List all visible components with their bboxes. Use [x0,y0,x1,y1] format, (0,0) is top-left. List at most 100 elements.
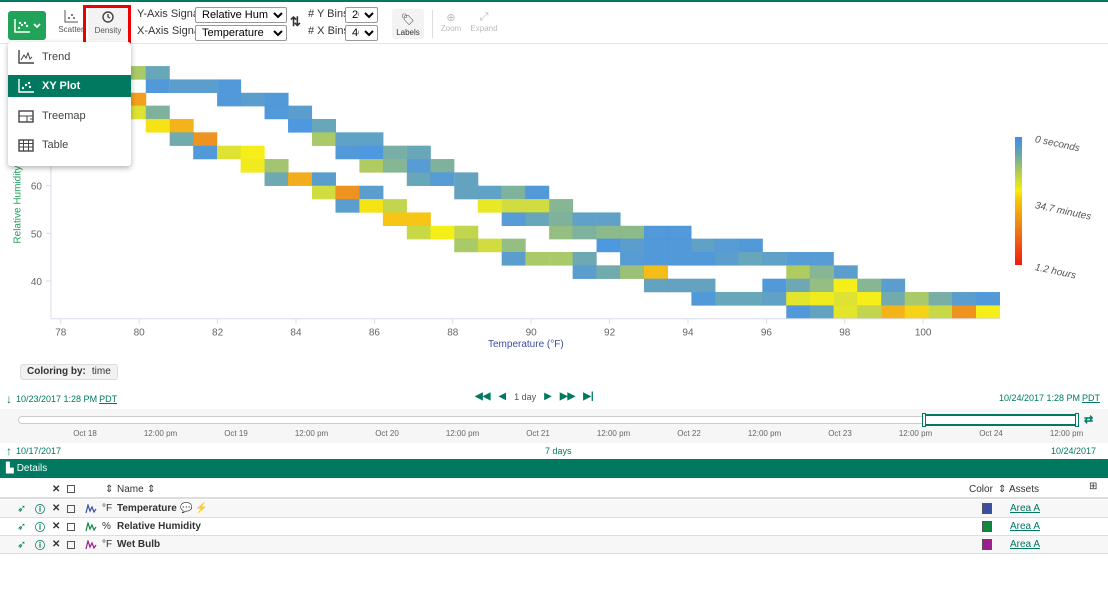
menu-item-trend[interactable]: Trend [8,46,131,68]
heatmap-cell[interactable] [406,145,431,160]
heatmap-cell[interactable] [691,238,716,253]
heatmap-cell[interactable] [691,251,716,266]
heatmap-cell[interactable] [193,132,218,146]
heatmap-cell[interactable] [833,265,858,279]
heatmap-cell[interactable] [169,118,194,133]
heatmap-cell[interactable] [335,185,360,200]
heatmap-cell[interactable] [952,292,977,306]
heatmap-cell[interactable] [335,199,360,213]
heatmap-cell[interactable] [217,145,242,160]
heatmap-cell[interactable] [975,305,1001,319]
color-swatch[interactable] [982,503,992,514]
investigate-duration[interactable]: 7 days [545,446,572,456]
heatmap-cell[interactable] [667,238,692,253]
heatmap-cell[interactable] [169,79,194,94]
heatmap-cell[interactable] [311,172,336,186]
comment-icon[interactable]: 💬 [180,503,193,514]
heatmap-cell[interactable] [643,225,668,240]
heatmap-cell[interactable] [714,251,739,266]
heatmap-cell[interactable] [952,305,977,319]
step-forward-full-icon[interactable]: ▶▶ [559,391,576,402]
timeline-track[interactable] [18,416,1078,424]
info-icon[interactable]: ⓘ [35,523,45,534]
heatmap-cell[interactable] [809,292,834,306]
heatmap-cell[interactable] [857,305,882,319]
remove-icon[interactable]: ✕ [52,503,61,514]
column-color[interactable]: Color [969,484,993,495]
heatmap-cell[interactable] [833,305,858,319]
row-checkbox[interactable] [67,540,75,549]
heatmap-cell[interactable] [762,278,787,293]
heatmap-cell[interactable] [288,172,313,186]
heatmap-cell[interactable] [406,225,431,240]
select-all-checkbox[interactable] [67,485,75,493]
heatmap-cell[interactable] [549,251,574,266]
timezone-link[interactable]: PDT [1082,393,1100,403]
heatmap-cell[interactable] [809,265,834,279]
density-heatmap-chart[interactable]: 78 80 82 84 86 88 90 92 94 96 98 100 40 50 60 [0,44,1108,356]
sort-icon[interactable]: ⇕ [998,484,1007,495]
heatmap-cell[interactable] [928,292,953,306]
heatmap-cell[interactable] [477,238,502,253]
step-back-icon[interactable]: ◀ [498,391,507,402]
asset-link[interactable]: Area A [1010,539,1041,550]
row-checkbox[interactable] [67,504,75,513]
heatmap-cell[interactable] [525,212,550,227]
heatmap-cell[interactable] [454,172,479,186]
heatmap-cell[interactable] [572,225,597,240]
heatmap-cell[interactable] [501,251,526,266]
heatmap-cell[interactable] [477,199,502,213]
heatmap-cell[interactable] [193,79,218,94]
heatmap-cell[interactable] [809,278,834,293]
heatmap-cell[interactable] [572,212,597,227]
heatmap-cell[interactable] [406,172,431,186]
heatmap-cell[interactable] [145,66,170,80]
heatmap-cell[interactable] [454,225,479,240]
heatmap-cell[interactable] [169,132,194,146]
heatmap-cell[interactable] [857,278,882,293]
step-forward-icon[interactable]: ▶ [544,391,552,402]
arrow-down-icon[interactable]: ↓ [6,392,12,406]
remove-all-icon[interactable]: ✕ [52,484,61,495]
labels-button[interactable]: 🏷 Labels [392,9,424,39]
heatmap-cell[interactable] [311,118,336,133]
menu-item-table[interactable]: Table [8,134,131,156]
heatmap-cell[interactable] [264,92,289,107]
heatmap-cell[interactable] [145,118,170,133]
heatmap-cell[interactable] [454,238,479,253]
color-swatch[interactable] [982,521,992,532]
heatmap-cell[interactable] [596,225,621,240]
heatmap-cell[interactable] [667,251,692,266]
heatmap-cell[interactable] [857,292,882,306]
heatmap-cell[interactable] [525,199,550,213]
rocket-icon[interactable]: ➶ [17,521,27,533]
swap-axes-icon[interactable]: ⇅ [290,14,301,29]
heatmap-cell[interactable] [477,185,502,200]
heatmap-cell[interactable] [217,92,242,107]
rocket-icon[interactable]: ➶ [17,503,27,515]
heatmap-cell[interactable] [359,132,384,146]
view-selector-button[interactable] [8,11,46,40]
heatmap-cell[interactable] [525,185,550,200]
x-axis-signal-select[interactable]: Temperature [195,25,287,41]
heatmap-cell[interactable] [881,292,906,306]
heatmap-cell[interactable] [786,251,811,266]
heatmap-cell[interactable] [264,159,289,173]
color-swatch[interactable] [982,539,992,550]
heatmap-cell[interactable] [264,105,289,120]
heatmap-cell[interactable] [786,305,811,319]
details-row[interactable]: ➶ ⓘ ✕ °F Temperature 💬 ⚡ Area A [0,500,1108,518]
heatmap-cell[interactable] [881,305,906,319]
investigate-end-date[interactable]: 10/24/2017 [1050,446,1096,456]
heatmap-cell[interactable] [145,79,170,94]
heatmap-cell[interactable] [430,225,455,240]
heatmap-cell[interactable] [691,278,716,293]
heatmap-cell[interactable] [643,278,668,293]
signal-name[interactable]: Relative Humidity [117,521,201,532]
timeline-selection[interactable] [922,413,1079,427]
x-bins-select[interactable]: 40 [345,25,378,41]
heatmap-cell[interactable] [311,132,336,146]
heatmap-cell[interactable] [549,212,574,227]
heatmap-cell[interactable] [904,305,929,319]
heatmap-cell[interactable] [501,212,526,227]
